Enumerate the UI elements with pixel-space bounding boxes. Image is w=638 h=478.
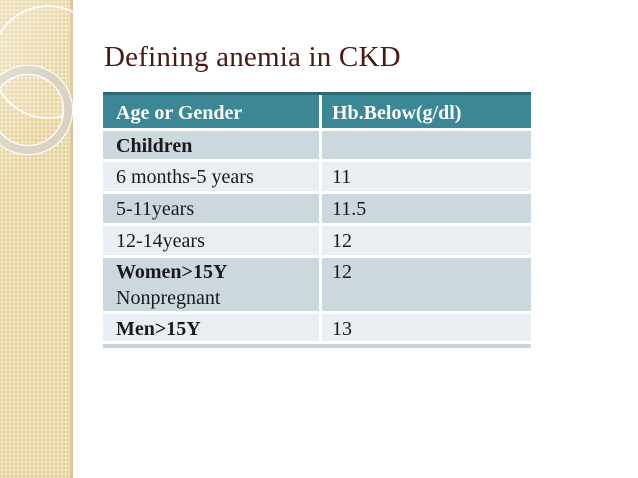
anemia-definition-table: Age or Gender Hb.Below(g/dl) Children 6 …	[103, 92, 531, 348]
table-row-children: Children	[103, 131, 531, 159]
cell-label-line1: Women>15Y	[116, 261, 228, 283]
cell-label: Women>15Y Nonpregnant	[103, 258, 319, 311]
cell-value: 11	[322, 162, 531, 191]
cell-label: Men>15Y	[103, 314, 319, 341]
panel-sheen	[0, 0, 70, 175]
cell-label: 6 months-5 years	[103, 162, 319, 191]
cell-value: 12	[322, 258, 531, 311]
header-cell-age-or-gender: Age or Gender	[103, 95, 319, 128]
table-row-women-15y: Women>15Y Nonpregnant 12	[103, 258, 531, 311]
cell-label: 12-14years	[103, 226, 319, 255]
left-decorative-panel	[0, 0, 73, 478]
cell-label: Children	[103, 131, 319, 159]
cell-value	[322, 131, 531, 159]
cell-value: 13	[322, 314, 531, 341]
cell-value: 12	[322, 226, 531, 255]
cell-value: 11.5	[322, 194, 531, 223]
cell-label: 5-11years	[103, 194, 319, 223]
circles-ornament-icon	[0, 5, 73, 156]
slide-title: Defining anemia in CKD	[104, 41, 401, 73]
cell-label-line2: Nonpregnant	[116, 287, 221, 309]
table-header-row: Age or Gender Hb.Below(g/dl)	[103, 95, 531, 128]
header-cell-hb-below: Hb.Below(g/dl)	[322, 95, 531, 128]
table-row-5-11years: 5-11years 11.5	[103, 194, 531, 223]
table-row-6months-5years: 6 months-5 years 11	[103, 162, 531, 191]
table-row-men-15y: Men>15Y 13	[103, 314, 531, 341]
table-row-12-14years: 12-14years 12	[103, 226, 531, 255]
